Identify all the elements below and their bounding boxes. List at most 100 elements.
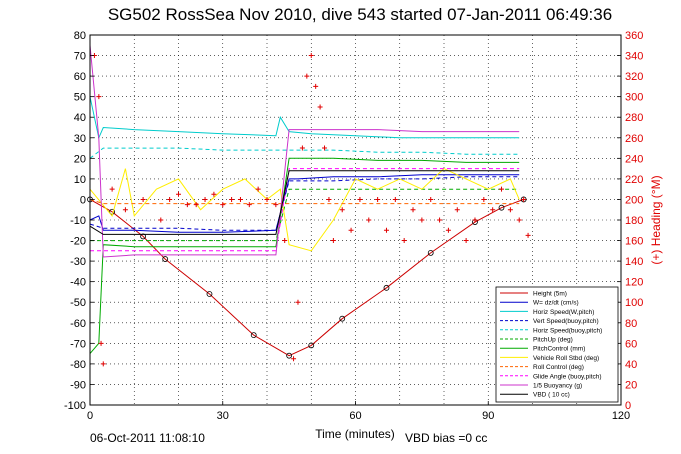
y2-tick-label: 320 xyxy=(625,71,643,83)
y-tick-label: -90 xyxy=(70,379,86,391)
series-line-7 xyxy=(89,168,520,252)
y-tick-label: 60 xyxy=(74,71,86,83)
heading-marker xyxy=(313,83,319,89)
heading-marker xyxy=(326,196,332,202)
legend-label-2: Horiz Speed(W,pitch) xyxy=(533,309,594,316)
height-marker xyxy=(427,249,434,256)
heading-marker xyxy=(282,238,288,244)
height-marker xyxy=(162,256,169,262)
height-marker xyxy=(339,315,346,322)
heading-marker xyxy=(454,207,460,213)
heading-marker xyxy=(291,356,297,362)
heading-marker xyxy=(122,207,128,213)
height-marker xyxy=(383,284,390,291)
heading-marker xyxy=(525,232,531,238)
heading-marker xyxy=(392,196,398,202)
heading-marker xyxy=(330,238,336,244)
heading-marker xyxy=(490,207,496,213)
heading-marker xyxy=(472,217,478,223)
heading-marker xyxy=(401,238,407,244)
heading-marker xyxy=(264,196,270,202)
heading-marker xyxy=(419,217,425,223)
y2-tick-label: 280 xyxy=(625,112,643,124)
footer-vbd-bias: VBD bias =0 cc xyxy=(405,431,487,445)
y2-tick-label: 140 xyxy=(625,256,643,268)
series-line-4 xyxy=(89,147,520,159)
heading-marker xyxy=(410,207,416,213)
heading-series xyxy=(91,53,531,367)
y-axis-left-ticks: 80 70 60 50 40 30 20 10 0 -10 -20 -30 -40 -50 -60 -70 -8… xyxy=(64,30,94,412)
heading-marker xyxy=(499,186,505,192)
y-tick-label: -30 xyxy=(70,256,86,268)
y2-tick-label: 240 xyxy=(625,153,643,165)
heading-marker xyxy=(98,340,104,346)
y2-tick-label: 300 xyxy=(625,92,643,104)
heading-marker xyxy=(176,191,181,197)
y2-tick-label: 260 xyxy=(625,133,643,145)
heading-marker xyxy=(428,196,434,202)
heading-marker xyxy=(299,145,305,151)
y-tick-label: 0 xyxy=(80,194,86,206)
heading-marker xyxy=(437,217,443,223)
x-tick-label: 60 xyxy=(349,410,361,422)
heading-marker xyxy=(295,299,301,305)
series-line-1 xyxy=(89,174,520,233)
legend-label-5: PitchUp (deg) xyxy=(533,337,573,344)
footer-timestamp: 06-Oct-2011 11:08:10 xyxy=(90,431,205,445)
series-line-11 xyxy=(89,170,520,235)
y-tick-label: -50 xyxy=(70,297,86,309)
y-tick-label: -80 xyxy=(70,359,86,371)
y2-tick-label: 20 xyxy=(625,379,637,391)
heading-marker xyxy=(357,196,363,202)
heading-marker xyxy=(366,217,372,223)
height-marker xyxy=(308,342,315,349)
heading-marker xyxy=(237,196,243,202)
y-tick-label: 40 xyxy=(74,112,86,124)
heading-marker xyxy=(375,196,381,202)
y-tick-label: -10 xyxy=(70,215,86,227)
y-tick-label: 70 xyxy=(74,51,86,63)
y-tick-label: 50 xyxy=(74,92,86,104)
series-line-3 xyxy=(89,176,520,231)
heading-marker xyxy=(109,186,115,192)
y2-tick-label: 160 xyxy=(625,236,643,248)
legend-label-7: Vehicle Roll Stbd (deg) xyxy=(533,355,599,362)
y2-tick-label: 120 xyxy=(625,277,643,289)
y2-tick-label: 360 xyxy=(625,30,643,42)
heading-marker xyxy=(322,145,328,151)
heading-marker xyxy=(339,207,345,213)
heading-marker xyxy=(255,186,261,192)
legend-label-8: Roll Control (deg) xyxy=(533,364,584,371)
y2-tick-label: 100 xyxy=(625,297,643,309)
series-line-9 xyxy=(90,168,520,252)
heading-marker xyxy=(348,227,354,233)
y-axis-right-ticks: 3603403203002802602402202001801601401201… xyxy=(617,30,643,412)
y-tick-label: -60 xyxy=(70,318,86,330)
x-tick-label: 90 xyxy=(482,410,494,422)
legend-label-4: Horiz Speed(buoy,pitch) xyxy=(533,327,602,334)
height-marker xyxy=(286,352,293,359)
x-tick-label: 30 xyxy=(217,410,229,422)
height-marker xyxy=(498,204,505,211)
heading-marker xyxy=(202,196,208,202)
series-line-10 xyxy=(89,45,520,258)
x-tick-label: 120 xyxy=(612,410,630,422)
heading-marker xyxy=(96,94,102,100)
heading-marker xyxy=(193,202,199,208)
y-tick-label: -100 xyxy=(64,400,86,412)
heading-marker xyxy=(445,227,451,233)
y2-tick-label: 0 xyxy=(625,400,631,412)
heading-marker xyxy=(507,207,513,213)
y2-tick-label: 220 xyxy=(625,174,643,186)
heading-marker xyxy=(308,53,314,59)
legend-label-1: W= dz/dt (cm/s) xyxy=(533,300,579,307)
heading-marker xyxy=(229,196,235,202)
y-tick-label: 20 xyxy=(74,153,86,165)
y2-tick-label: 60 xyxy=(625,338,637,350)
height-marker xyxy=(206,291,213,297)
legend: Height (5m) W= dz/dt (cm/s) Horiz Speed(W,… xyxy=(495,286,619,403)
heading-marker xyxy=(463,238,469,244)
legend-label-0: Height (5m) xyxy=(533,291,567,298)
x-tick-label: 0 xyxy=(87,410,93,422)
